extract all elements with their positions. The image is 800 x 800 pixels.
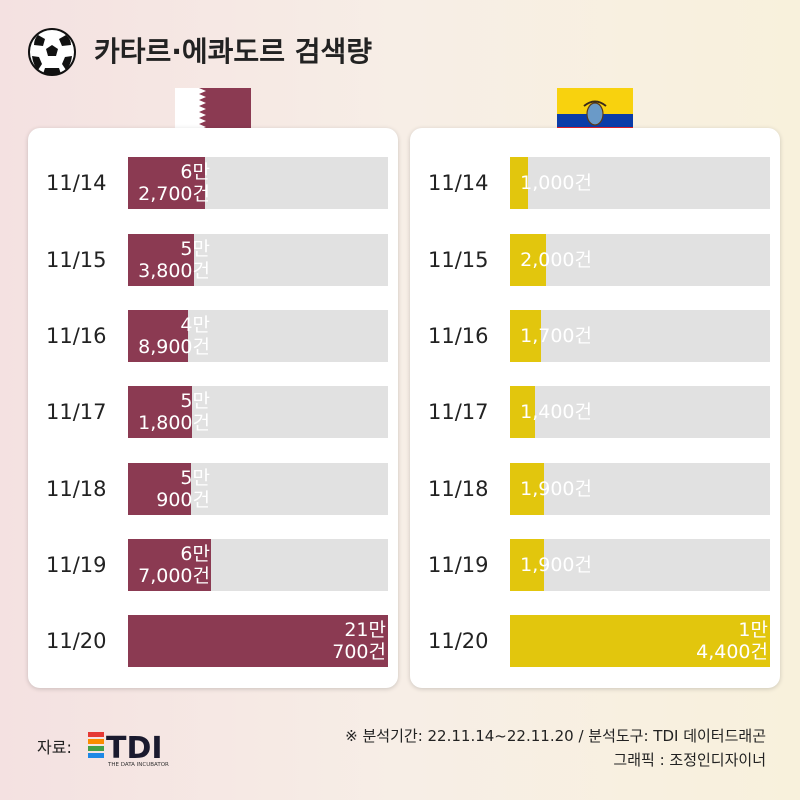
value-label: 1,900건 (520, 554, 592, 576)
date-label: 11/16 (46, 324, 107, 348)
ecuador-row: 11/20 1만 4,400건 (410, 615, 780, 667)
qatar-row: 11/19 6만 7,000건 (28, 539, 398, 591)
date-label: 11/15 (428, 248, 489, 272)
qatar-row: 11/15 5만 3,800건 (28, 234, 398, 286)
ecuador-bar (510, 386, 536, 438)
date-label: 11/18 (428, 477, 489, 501)
date-label: 11/19 (46, 553, 107, 577)
date-label: 11/15 (46, 248, 107, 272)
ecuador-bar (510, 310, 541, 362)
date-label: 11/16 (428, 324, 489, 348)
date-label: 11/14 (428, 171, 489, 195)
value-label: 21만 700건 (332, 619, 386, 663)
ecuador-chart-panel: 11/14 1,000건 11/15 2,000건 11/16 1,700건 1… (410, 128, 780, 688)
ecuador-bar (510, 234, 547, 286)
bar-track: 5만 1,800건 (128, 386, 388, 438)
bar-track: 6만 2,700건 (128, 157, 388, 209)
page-title: 카타르·에콰도르 검색량 (94, 35, 372, 68)
qatar-row: 11/17 5만 1,800건 (28, 386, 398, 438)
qatar-bar (128, 615, 388, 667)
soccer-ball-icon (28, 28, 76, 76)
ecuador-row: 11/15 2,000건 (410, 234, 780, 286)
qatar-row: 11/16 4만 8,900건 (28, 310, 398, 362)
bar-track: 1,400건 (510, 386, 770, 438)
value-label: 5만 900건 (156, 467, 210, 511)
qatar-row: 11/20 21만 700건 (28, 615, 398, 667)
qatar-bar (128, 234, 195, 286)
graphic-credit: 그래픽 : 조정인디자이너 (613, 751, 766, 769)
ecuador-bar (510, 157, 529, 209)
ecuador-row: 11/14 1,000건 (410, 157, 780, 209)
value-label: 1,700건 (520, 325, 592, 347)
bar-track: 2,000건 (510, 234, 770, 286)
value-label: 1,400건 (520, 401, 592, 423)
qatar-chart-panel: 11/14 6만 2,700건 11/15 5만 3,800건 11/16 4만 8,… (28, 128, 398, 688)
value-label: 5만 3,800건 (138, 238, 210, 282)
qatar-bar (128, 386, 192, 438)
value-label: 1,000건 (520, 172, 592, 194)
logo-subtext: THE DATA INCUBATOR (107, 762, 169, 768)
bar-track: 1,700건 (510, 310, 770, 362)
date-label: 11/18 (46, 477, 107, 501)
ecuador-bar (510, 463, 545, 515)
value-label: 6만 2,700건 (138, 161, 210, 205)
qatar-bar (128, 310, 189, 362)
ecuador-row: 11/18 1,900건 (410, 463, 780, 515)
bar-track: 1,900건 (510, 463, 770, 515)
value-label: 1만 4,400건 (696, 619, 768, 663)
qatar-row: 11/14 6만 2,700건 (28, 157, 398, 209)
ecuador-bar (510, 615, 770, 667)
analysis-period: ※ 분석기간: 22.11.14~22.11.20 / 분석도구: TDI 데이… (345, 727, 766, 745)
bar-track: 1,000건 (510, 157, 770, 209)
date-label: 11/17 (46, 400, 107, 424)
bar-track: 1만 4,400건 (510, 615, 770, 667)
bar-track: 4만 8,900건 (128, 310, 388, 362)
ecuador-row: 11/16 1,700건 (410, 310, 780, 362)
ecuador-row: 11/19 1,900건 (410, 539, 780, 591)
qatar-bar (128, 157, 206, 209)
date-label: 11/20 (46, 629, 107, 653)
bar-track: 5만 900건 (128, 463, 388, 515)
bar-track: 6만 7,000건 (128, 539, 388, 591)
qatar-bar (128, 539, 211, 591)
date-label: 11/20 (428, 629, 489, 653)
ecuador-row: 11/17 1,400건 (410, 386, 780, 438)
footer-notes: ※ 분석기간: 22.11.14~22.11.20 / 분석도구: TDI 데이… (345, 724, 766, 772)
value-label: 6만 7,000건 (138, 543, 210, 587)
bar-track: 5만 3,800건 (128, 234, 388, 286)
value-label: 4만 8,900건 (138, 314, 210, 358)
logo-text: TDI (106, 731, 163, 766)
source-label: 자료: (37, 738, 72, 757)
tdi-logo: TDI THE DATA INCUBATOR (88, 731, 169, 768)
date-label: 11/17 (428, 400, 489, 424)
qatar-bar (128, 463, 191, 515)
value-label: 5만 1,800건 (138, 390, 210, 434)
value-label: 1,900건 (520, 478, 592, 500)
date-label: 11/19 (428, 553, 489, 577)
ecuador-bar (510, 539, 545, 591)
value-label: 2,000건 (520, 249, 592, 271)
qatar-row: 11/18 5만 900건 (28, 463, 398, 515)
date-label: 11/14 (46, 171, 107, 195)
bar-track: 21만 700건 (128, 615, 388, 667)
bar-track: 1,900건 (510, 539, 770, 591)
